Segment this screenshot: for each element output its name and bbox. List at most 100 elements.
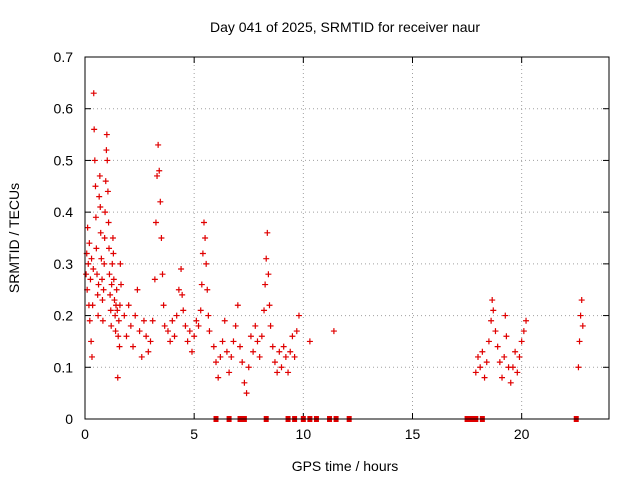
data-point — [105, 219, 112, 226]
data-point — [219, 338, 226, 345]
data-point — [203, 260, 210, 267]
data-point — [134, 286, 141, 293]
data-point — [157, 198, 164, 205]
data-point — [507, 379, 514, 386]
data-point — [502, 312, 509, 319]
data-point — [186, 328, 193, 335]
data-point — [113, 286, 120, 293]
chart-title: Day 041 of 2025, SRMTID for receiver nau… — [210, 19, 480, 35]
data-point — [158, 235, 165, 241]
data-point — [107, 307, 114, 314]
data-point — [90, 266, 97, 273]
data-point — [230, 338, 237, 345]
data-point — [116, 343, 123, 350]
data-point — [239, 359, 246, 366]
data-point — [184, 338, 191, 345]
data-point — [579, 322, 586, 329]
data-point — [499, 374, 506, 381]
data-point — [577, 312, 584, 319]
data-point — [289, 333, 296, 340]
data-point — [223, 348, 230, 355]
data-point — [88, 338, 95, 345]
data-point — [501, 353, 508, 360]
data-point — [115, 333, 122, 340]
data-point — [106, 271, 113, 278]
data-point — [295, 312, 302, 319]
data-point — [96, 193, 103, 200]
data-point — [92, 214, 99, 221]
data-point — [306, 338, 313, 345]
data-point — [206, 328, 213, 335]
data-point — [330, 328, 337, 335]
data-point — [94, 271, 101, 278]
data-point — [90, 90, 97, 97]
data-point — [140, 317, 147, 324]
data-point — [171, 333, 178, 340]
data-point — [108, 281, 115, 288]
y-tick-label: 0 — [65, 411, 73, 427]
data-point — [109, 235, 116, 241]
data-point — [118, 281, 125, 288]
data-point — [188, 348, 195, 355]
data-point — [159, 271, 166, 278]
data-point — [578, 297, 585, 304]
data-point — [198, 281, 205, 288]
data-point — [112, 312, 119, 319]
data-point — [274, 369, 281, 376]
data-point — [523, 317, 530, 324]
data-point — [472, 369, 479, 376]
data-point — [99, 276, 106, 283]
data-point — [197, 307, 204, 314]
data-point — [99, 317, 106, 324]
data-point — [243, 390, 250, 397]
data-point — [96, 172, 103, 179]
y-tick-label: 0.7 — [54, 49, 74, 65]
data-point — [193, 317, 200, 324]
data-point — [167, 338, 174, 345]
data-point — [86, 317, 93, 324]
data-point — [93, 245, 100, 252]
data-point — [217, 353, 224, 360]
data-point — [103, 131, 110, 138]
data-point — [101, 235, 108, 241]
data-point — [516, 353, 523, 360]
data-point — [106, 245, 113, 252]
data-point — [110, 250, 117, 257]
data-point — [161, 322, 168, 329]
data-point — [136, 328, 143, 335]
data-point — [520, 328, 527, 335]
data-point — [293, 328, 300, 335]
data-point — [169, 317, 176, 324]
x-axis-label: GPS time / hours — [292, 458, 399, 474]
data-point — [488, 317, 495, 324]
data-point — [291, 353, 298, 360]
data-point — [265, 271, 272, 278]
data-point — [85, 260, 92, 267]
data-point — [191, 333, 198, 340]
data-point — [202, 235, 209, 241]
data-point — [178, 266, 185, 273]
data-point — [479, 348, 486, 355]
data-point — [234, 302, 241, 309]
data-point — [91, 126, 98, 133]
y-tick-label: 0.4 — [54, 204, 74, 220]
axis-ticks: 0 5 10 15 20 0 0.1 0.2 0.3 0.4 0.5 0.6 0.7 — [54, 49, 609, 442]
data-point — [152, 219, 159, 226]
data-point — [261, 307, 268, 314]
data-point — [92, 183, 99, 190]
data-point — [103, 147, 110, 154]
data-point — [182, 322, 189, 329]
data-point — [95, 281, 102, 288]
y-tick-label: 0.1 — [54, 359, 74, 375]
data-point — [492, 328, 499, 335]
x-tick-label: 10 — [296, 426, 312, 442]
data-point — [84, 224, 91, 231]
data-point — [175, 286, 182, 293]
data-point — [489, 297, 496, 304]
data-point — [121, 312, 128, 319]
data-point — [107, 291, 114, 298]
data-point — [205, 312, 212, 319]
data-point — [575, 364, 582, 371]
y-tick-label: 0.3 — [54, 256, 74, 272]
data-point — [276, 348, 283, 355]
